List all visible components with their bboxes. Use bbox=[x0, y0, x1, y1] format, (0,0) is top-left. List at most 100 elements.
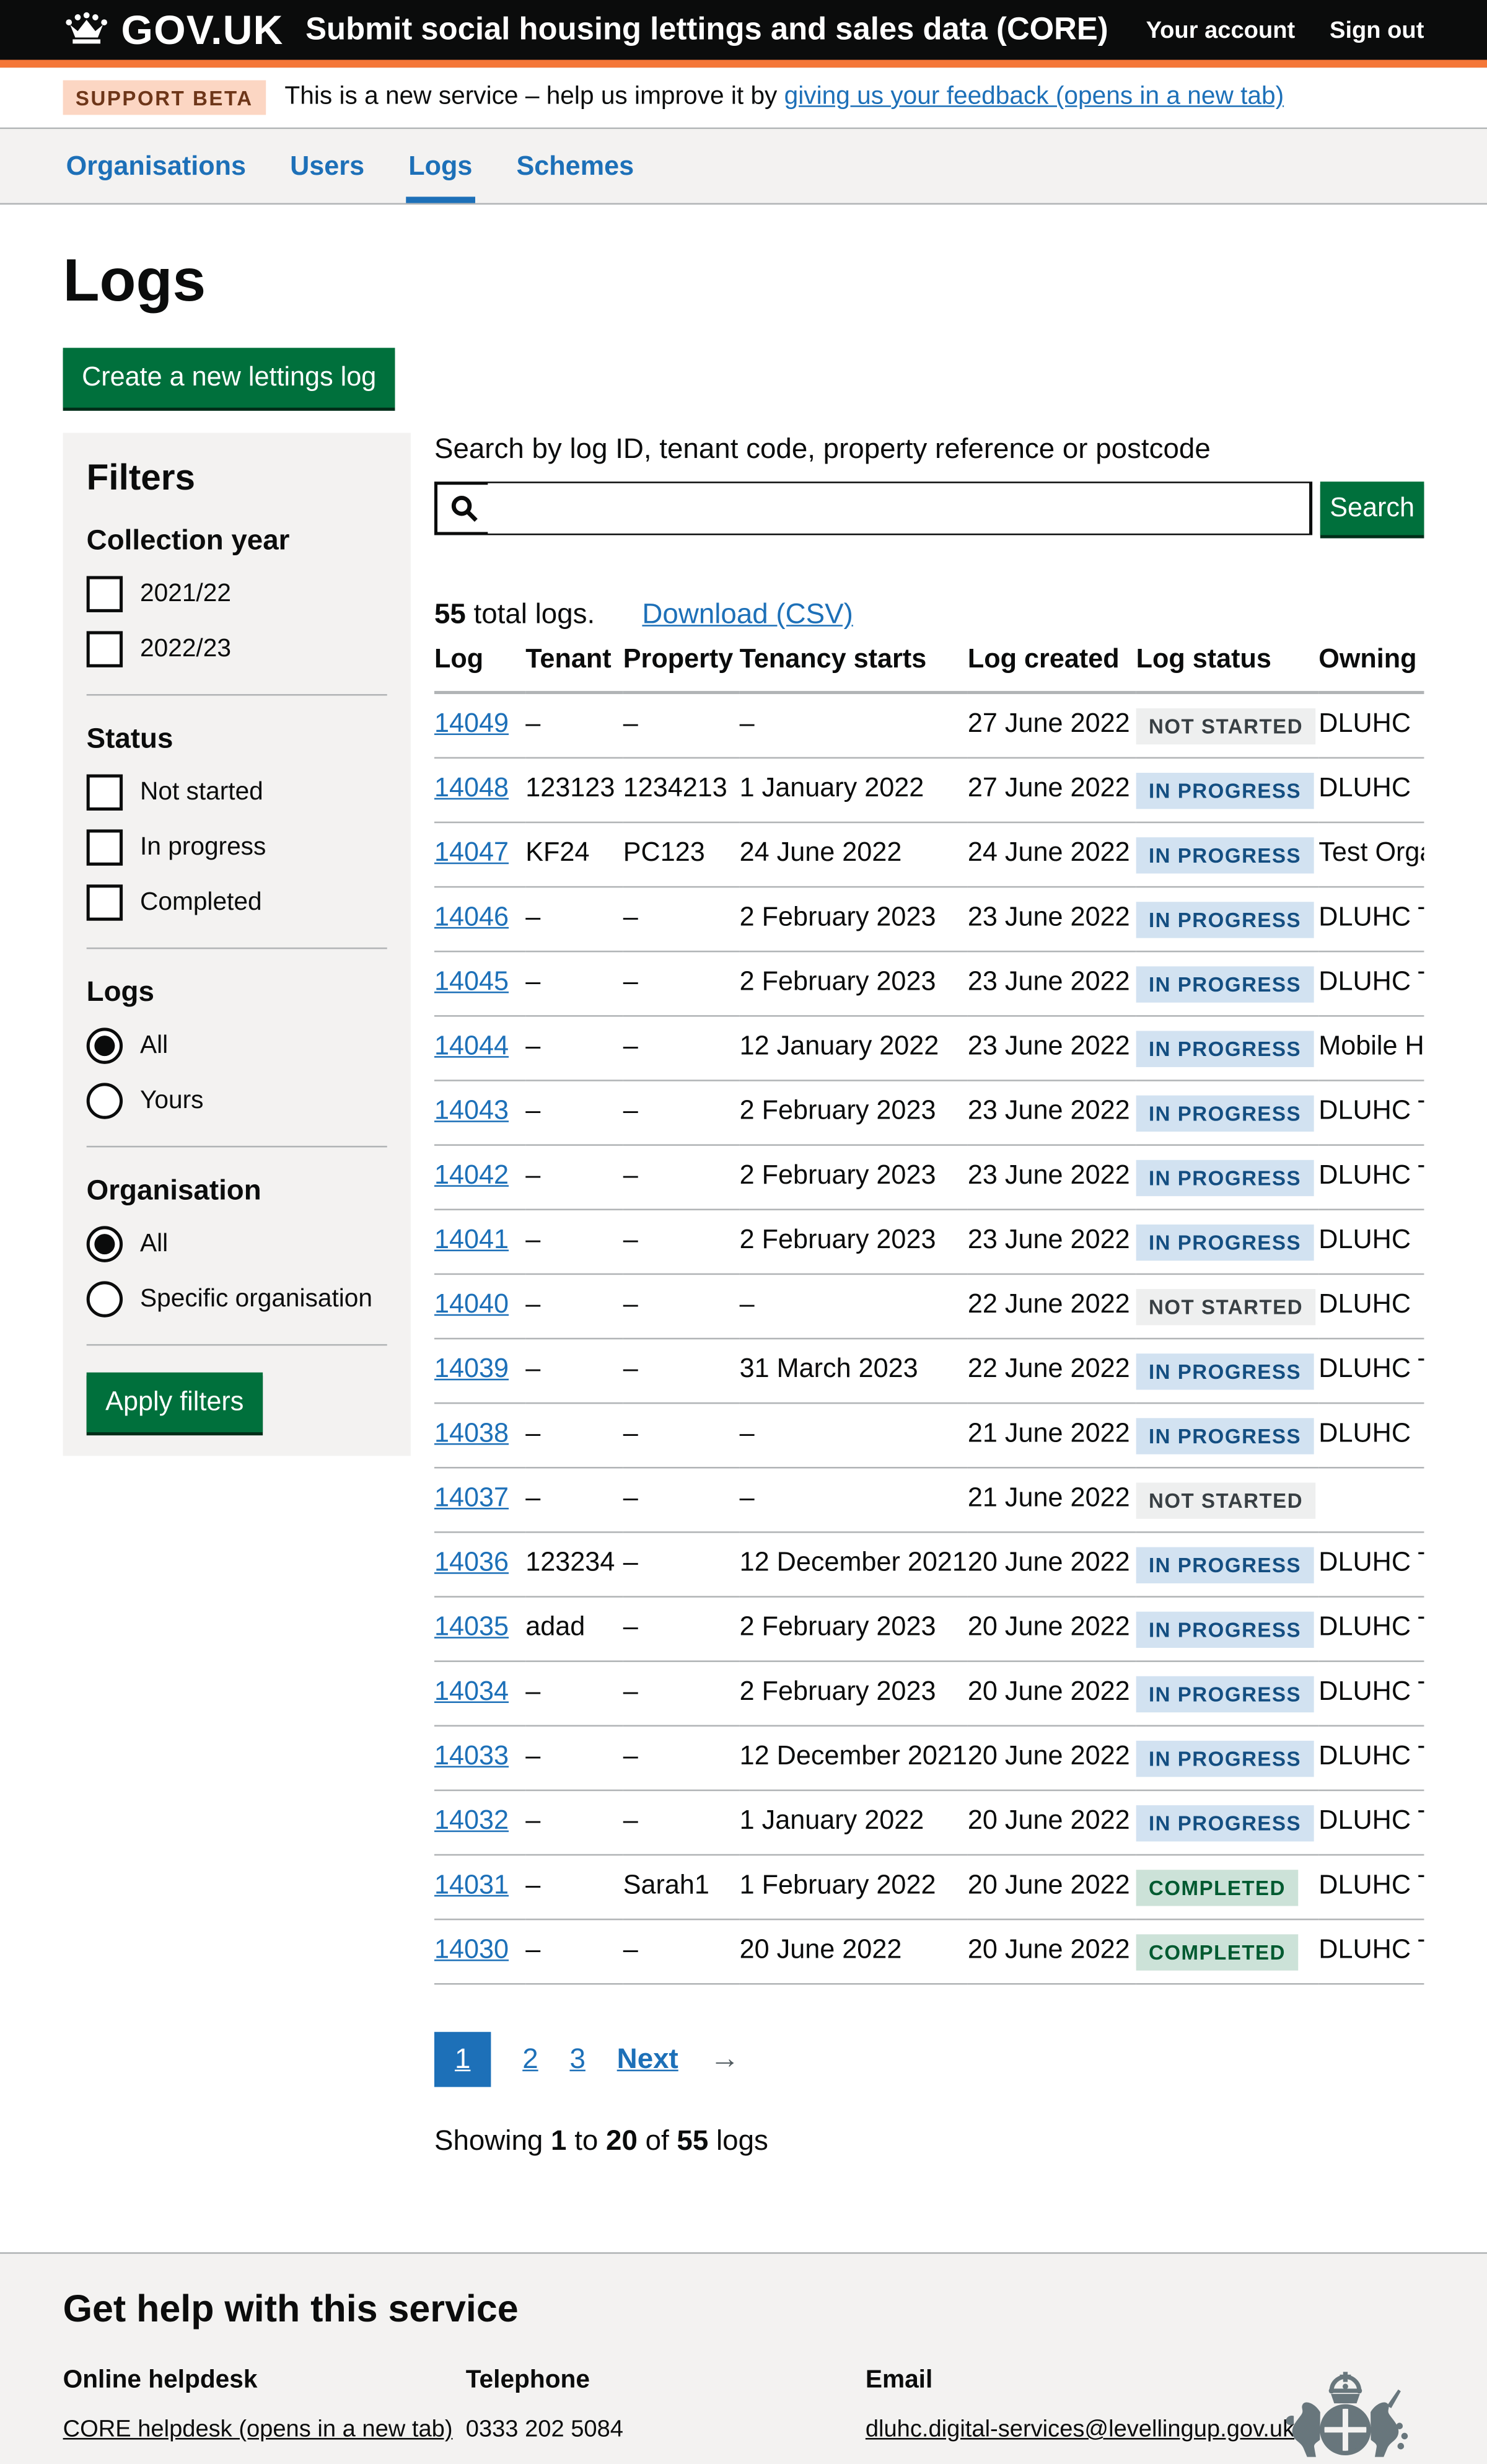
feedback-link[interactable]: giving us your feedback (opens in a new … bbox=[784, 83, 1284, 110]
cell-tenant: – bbox=[525, 1661, 623, 1727]
log-link-14033[interactable]: 14033 bbox=[434, 1740, 509, 1771]
radio-all[interactable] bbox=[86, 1226, 123, 1262]
table-row-log-14048: 14048 123123 1234213 1 January 2022 27 June … bbox=[434, 757, 1424, 824]
your-account-link[interactable]: Your account bbox=[1146, 16, 1296, 43]
telephone-title: Telephone bbox=[465, 2367, 590, 2394]
table-row-log-14044: 14044– –12 January 2022 23 June 2022 IN PRO… bbox=[434, 1016, 1424, 1081]
log-link-14030[interactable]: 14030 bbox=[434, 1934, 509, 1965]
filter-option-completed: Completed bbox=[86, 884, 387, 921]
filter-option-2021-22: 2021/22 bbox=[86, 576, 387, 612]
log-link-14047[interactable]: 14047 bbox=[434, 837, 509, 868]
log-link-14031[interactable]: 14031 bbox=[434, 1870, 509, 1900]
cell-log-created: 23 June 2022 bbox=[967, 887, 1136, 953]
filter-option-label: 2021/22 bbox=[140, 579, 231, 607]
phase-banner-message: This is a new service – help us improve … bbox=[284, 83, 784, 110]
core-helpdesk-link[interactable]: CORE helpdesk (opens in a new tab) bbox=[63, 2416, 453, 2443]
cell-owning-organisation: DLUHC Test bbox=[1318, 1339, 1424, 1404]
pagination-page-1-current[interactable]: 1 bbox=[434, 2031, 491, 2087]
showing-prefix: Showing bbox=[434, 2124, 551, 2157]
cell-tenancy-starts: – bbox=[739, 1403, 968, 1469]
search-input[interactable] bbox=[488, 483, 1310, 534]
cell-log-created: 23 June 2022 bbox=[967, 951, 1136, 1017]
cell-log: 14037 bbox=[434, 1467, 526, 1533]
cell-property: – bbox=[623, 1532, 740, 1598]
cell-log-created: 27 June 2022 bbox=[967, 757, 1136, 824]
pagination-page-3[interactable]: 3 bbox=[569, 2043, 586, 2075]
cell-owning-organisation: Mobile Housing bbox=[1318, 1016, 1424, 1081]
govuk-logo-link[interactable]: GOV.UK bbox=[63, 6, 284, 55]
log-link-14036[interactable]: 14036 bbox=[434, 1547, 509, 1577]
log-link-14034[interactable]: 14034 bbox=[434, 1676, 509, 1707]
log-link-14041[interactable]: 14041 bbox=[434, 1224, 509, 1255]
log-link-14035[interactable]: 14035 bbox=[434, 1611, 509, 1642]
checkbox-2021-22[interactable] bbox=[86, 576, 123, 612]
checkbox-in-progress[interactable] bbox=[86, 829, 123, 866]
cell-tenant: – bbox=[525, 887, 623, 953]
filter-option-not-started: Not started bbox=[86, 774, 387, 811]
log-link-14032[interactable]: 14032 bbox=[434, 1805, 509, 1836]
sign-out-link[interactable]: Sign out bbox=[1330, 16, 1424, 43]
log-link-14048[interactable]: 14048 bbox=[434, 772, 509, 803]
cell-log-status: IN PROGRESS bbox=[1136, 1339, 1319, 1404]
download-csv-link[interactable]: Download (CSV) bbox=[642, 598, 853, 630]
status-badge: IN PROGRESS bbox=[1136, 902, 1314, 938]
cell-owning-organisation: DLUHC bbox=[1318, 1209, 1424, 1275]
footer-heading: Get help with this service bbox=[63, 2288, 519, 2331]
col-owning-organisation: Owning organisation bbox=[1318, 643, 1424, 695]
checkbox-completed[interactable] bbox=[86, 884, 123, 921]
cell-log-created: 20 June 2022 bbox=[967, 1661, 1136, 1727]
cell-log-status: IN PROGRESS bbox=[1136, 1016, 1319, 1081]
beta-tag: SUPPORT BETA bbox=[63, 80, 266, 115]
cell-tenancy-starts: 12 January 2022 bbox=[739, 1016, 968, 1081]
total-logs-count: 55 bbox=[434, 598, 466, 630]
radio-specific-organisation[interactable] bbox=[86, 1281, 123, 1318]
results-summary: 55 total logs. Download (CSV) bbox=[434, 598, 1424, 631]
log-link-14044[interactable]: 14044 bbox=[434, 1031, 509, 1061]
cell-tenancy-starts: 2 February 2023 bbox=[739, 1596, 968, 1662]
status-badge: IN PROGRESS bbox=[1136, 1224, 1314, 1261]
results-column: Search by log ID, tenant code, property … bbox=[434, 433, 1424, 2186]
log-link-14037[interactable]: 14037 bbox=[434, 1482, 509, 1513]
cell-tenant: adad bbox=[525, 1596, 623, 1662]
checkbox-2022-23[interactable] bbox=[86, 631, 123, 667]
log-link-14043[interactable]: 14043 bbox=[434, 1095, 509, 1125]
cell-owning-organisation: DLUHC bbox=[1318, 1274, 1424, 1340]
radio-yours[interactable] bbox=[86, 1083, 123, 1119]
nav-tab-schemes[interactable]: Schemes bbox=[516, 151, 634, 182]
email-link[interactable]: dluhc.digital-services@levellingup.gov.u… bbox=[865, 2416, 1295, 2443]
cell-log-status: IN PROGRESS bbox=[1136, 822, 1319, 888]
nav-tab-logs[interactable]: Logs bbox=[405, 129, 476, 203]
log-link-14038[interactable]: 14038 bbox=[434, 1418, 509, 1448]
log-link-14045[interactable]: 14045 bbox=[434, 966, 509, 997]
log-link-14046[interactable]: 14046 bbox=[434, 902, 509, 932]
showing-to: 20 bbox=[606, 2124, 638, 2157]
pagination: 1 2 3 Next → bbox=[434, 2031, 1424, 2087]
cell-tenancy-starts: – bbox=[739, 1274, 968, 1340]
table-row-log-14039: 14039– –31 March 2023 22 June 2022 IN PROGR… bbox=[434, 1339, 1424, 1404]
status-badge: IN PROGRESS bbox=[1136, 1740, 1314, 1777]
log-link-14039[interactable]: 14039 bbox=[434, 1353, 509, 1384]
cell-property: – bbox=[623, 1274, 740, 1340]
apply-filters-button[interactable]: Apply filters bbox=[86, 1372, 263, 1433]
checkbox-not-started[interactable] bbox=[86, 774, 123, 811]
cell-log-created: 23 June 2022 bbox=[967, 1209, 1136, 1275]
table-row-log-14038: 14038– – –21 June 2022 IN PROGRESS DLUHC bbox=[434, 1403, 1424, 1469]
service-name[interactable]: Submit social housing lettings and sales… bbox=[305, 12, 1108, 46]
nav-tab-organisations[interactable]: Organisations bbox=[66, 151, 246, 182]
radio-all[interactable] bbox=[86, 1027, 123, 1064]
pagination-page-2[interactable]: 2 bbox=[522, 2043, 538, 2075]
cell-tenant: – bbox=[525, 692, 623, 759]
log-link-14049[interactable]: 14049 bbox=[434, 708, 509, 739]
nav-tab-users[interactable]: Users bbox=[290, 151, 365, 182]
status-badge: IN PROGRESS bbox=[1136, 1095, 1314, 1132]
log-link-14040[interactable]: 14040 bbox=[434, 1289, 509, 1319]
helpdesk-title: Online helpdesk bbox=[63, 2367, 258, 2394]
cell-tenant: – bbox=[525, 1403, 623, 1469]
create-lettings-log-button[interactable]: Create a new lettings log bbox=[63, 348, 395, 408]
status-badge: NOT STARTED bbox=[1136, 1482, 1316, 1519]
log-link-14042[interactable]: 14042 bbox=[434, 1159, 509, 1190]
filters-divider bbox=[86, 947, 387, 949]
showing-suffix: logs bbox=[708, 2124, 768, 2157]
pagination-next[interactable]: Next bbox=[616, 2043, 678, 2075]
search-button[interactable]: Search bbox=[1320, 482, 1424, 535]
